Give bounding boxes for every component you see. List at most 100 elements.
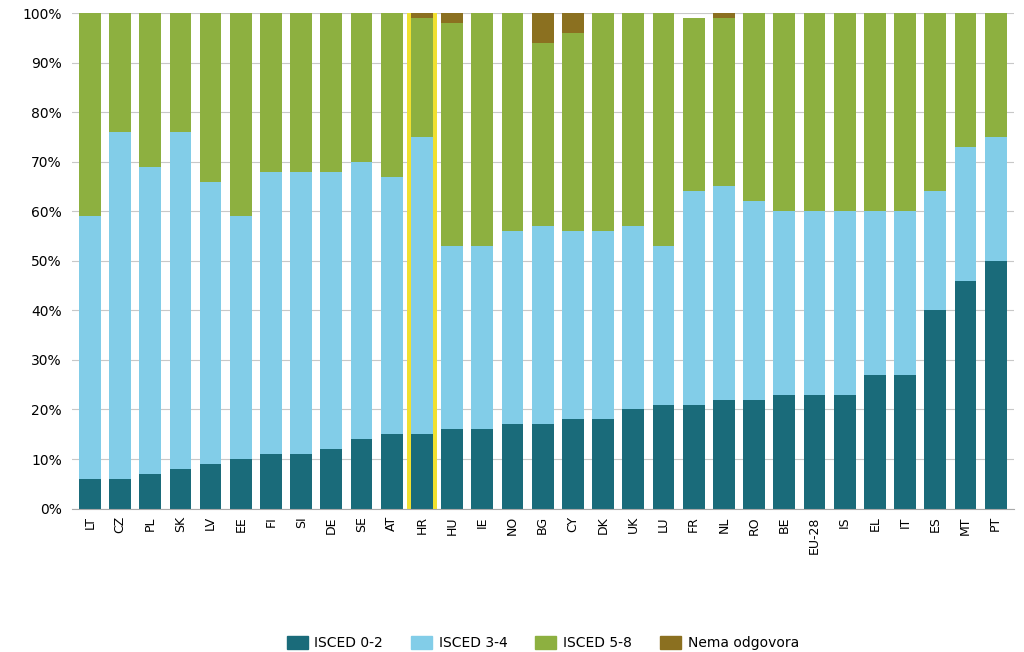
Bar <box>954 13 976 147</box>
Bar <box>743 13 765 201</box>
Bar <box>381 177 402 434</box>
Bar <box>230 216 252 459</box>
Bar <box>321 449 342 509</box>
Bar <box>381 13 402 177</box>
Bar <box>350 439 373 509</box>
Legend: ISCED 0-2, ISCED 3-4, ISCED 5-8, Nema odgovora: ISCED 0-2, ISCED 3-4, ISCED 5-8, Nema od… <box>287 636 799 650</box>
Bar <box>381 434 402 509</box>
Bar <box>290 13 312 171</box>
Bar <box>623 13 644 226</box>
Bar <box>260 171 282 454</box>
Bar <box>834 394 855 509</box>
Bar <box>713 13 735 18</box>
Bar <box>200 13 221 181</box>
Bar <box>230 13 252 216</box>
Bar <box>411 434 433 509</box>
Bar <box>985 261 1007 509</box>
Bar <box>441 429 463 509</box>
Bar <box>713 186 735 400</box>
Bar <box>592 13 614 231</box>
Bar <box>652 404 675 509</box>
Bar <box>290 171 312 454</box>
Bar <box>562 33 584 231</box>
Bar <box>743 400 765 509</box>
Bar <box>502 231 523 424</box>
Bar <box>350 13 373 162</box>
Bar <box>713 18 735 186</box>
Bar <box>985 137 1007 261</box>
Bar <box>110 13 131 132</box>
Bar <box>502 424 523 509</box>
Bar <box>110 132 131 479</box>
Bar <box>804 13 825 211</box>
Bar <box>925 13 946 192</box>
Bar <box>79 13 100 216</box>
Bar <box>230 459 252 509</box>
Bar <box>260 13 282 171</box>
Bar <box>290 454 312 509</box>
Bar <box>200 181 221 464</box>
Bar <box>652 246 675 404</box>
Bar <box>502 13 523 231</box>
Bar <box>411 137 433 434</box>
Bar <box>471 13 494 246</box>
Bar <box>954 280 976 509</box>
Bar <box>773 211 796 394</box>
Bar <box>471 429 494 509</box>
Bar <box>713 400 735 509</box>
Bar <box>804 211 825 394</box>
Bar <box>592 419 614 509</box>
Bar <box>407 13 437 509</box>
Bar <box>139 474 161 509</box>
Bar <box>531 43 554 226</box>
Bar <box>834 13 855 211</box>
Bar <box>441 23 463 246</box>
Bar <box>350 162 373 439</box>
Bar <box>683 18 705 192</box>
Bar <box>592 231 614 419</box>
Bar <box>894 211 915 375</box>
Bar <box>925 192 946 310</box>
Bar <box>531 424 554 509</box>
Bar <box>773 13 796 211</box>
Bar <box>652 13 675 246</box>
Bar <box>773 394 796 509</box>
Bar <box>170 469 191 509</box>
Bar <box>79 216 100 479</box>
Bar <box>411 13 433 18</box>
Bar <box>864 211 886 375</box>
Bar <box>864 375 886 509</box>
Bar <box>834 211 855 394</box>
Bar <box>894 375 915 509</box>
Bar <box>623 226 644 409</box>
Bar <box>894 13 915 211</box>
Bar <box>864 13 886 211</box>
Bar <box>683 404 705 509</box>
Bar <box>743 201 765 400</box>
Bar <box>623 409 644 509</box>
Bar <box>441 246 463 429</box>
Bar <box>170 132 191 469</box>
Bar <box>531 226 554 424</box>
Bar <box>139 13 161 167</box>
Bar <box>562 419 584 509</box>
Bar <box>139 167 161 474</box>
Bar <box>260 454 282 509</box>
Bar <box>79 479 100 509</box>
Bar <box>471 246 494 429</box>
Bar <box>321 13 342 171</box>
Bar <box>925 310 946 509</box>
Bar <box>985 13 1007 137</box>
Bar <box>321 171 342 449</box>
Bar <box>954 147 976 280</box>
Bar <box>441 13 463 23</box>
Bar <box>683 192 705 404</box>
Bar <box>110 479 131 509</box>
Bar <box>411 18 433 137</box>
Bar <box>200 464 221 509</box>
Bar <box>531 13 554 43</box>
Bar <box>170 13 191 132</box>
Bar <box>562 13 584 33</box>
Bar <box>562 231 584 419</box>
Bar <box>804 394 825 509</box>
